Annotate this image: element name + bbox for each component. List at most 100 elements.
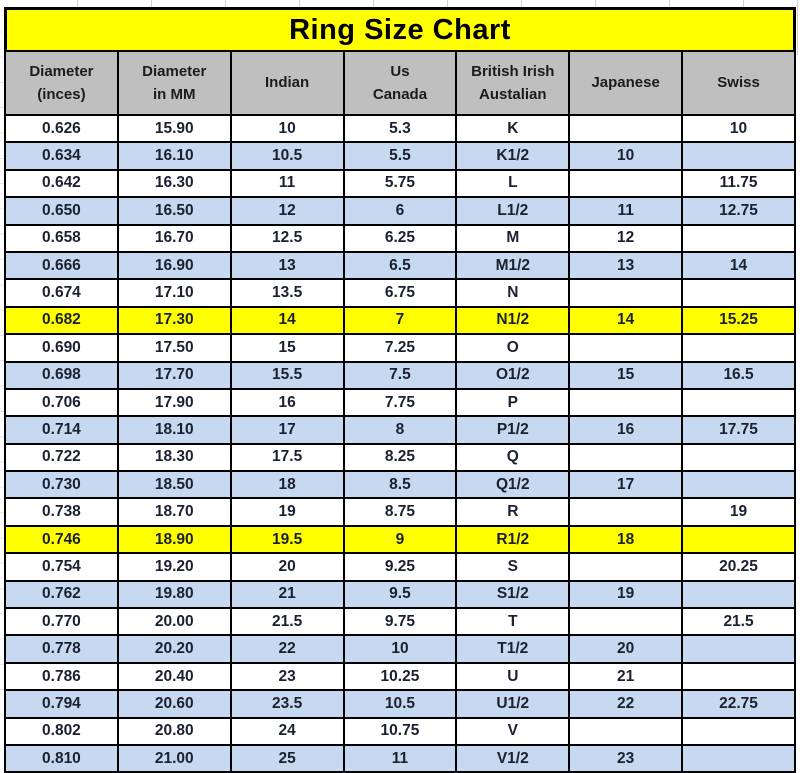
table-cell: 17.70 (116, 360, 232, 390)
table-cell: 10.5 (229, 141, 345, 171)
table-cell: K1/2 (455, 141, 571, 171)
table-cell: 6.5 (342, 250, 458, 281)
table-cell: 18.70 (116, 497, 232, 527)
table-cell: 10 (342, 634, 458, 664)
table-cell: 5.3 (342, 113, 458, 144)
table-row: 0.634 16.10 10.5 5.5 K1/2 10 (4, 141, 796, 171)
table-cell (681, 141, 796, 171)
table-cell: 19.80 (116, 579, 232, 610)
table-cell: 17.5 (229, 442, 345, 473)
table-cell: 20 (568, 634, 684, 664)
table-cell: K (455, 113, 571, 144)
table-cell: Q1/2 (455, 470, 571, 500)
table-cell (568, 497, 684, 527)
table-row: 0.690 17.50 15 7.25 O (4, 333, 796, 363)
table-cell: 20.80 (116, 716, 232, 746)
table-cell: 0.810 (4, 743, 119, 773)
table-cell: 11.75 (681, 168, 796, 199)
table-row: 0.706 17.90 16 7.75 P (4, 387, 796, 418)
table-cell: 8 (342, 415, 458, 445)
table-cell: V1/2 (455, 743, 571, 773)
table-cell (568, 333, 684, 363)
table-cell: 16.5 (681, 360, 796, 390)
table-cell: R1/2 (455, 524, 571, 555)
table-cell: 18.10 (116, 415, 232, 445)
table-cell: 0.762 (4, 579, 119, 610)
table-cell: L1/2 (455, 196, 571, 226)
table-cell: M1/2 (455, 250, 571, 281)
header-row: Diameter (inces) Diameter in MM Indian Us C… (4, 50, 796, 116)
table-cell: 21.00 (116, 743, 232, 773)
table-body: 0.626 15.90 10 5.3 K 10 0.634 16.10 10.5 5.5 K1/2 1… (4, 113, 796, 773)
spreadsheet-right-gridline (797, 0, 798, 55)
table-cell: 10 (681, 113, 796, 144)
table-cell: R (455, 497, 571, 527)
table-cell: 9 (342, 524, 458, 555)
table-cell: 21 (229, 579, 345, 610)
chart-title: Ring Size Chart (4, 7, 796, 50)
table-row: 0.682 17.30 14 7 N1/2 14 15.25 (4, 305, 796, 336)
table-cell: 17.75 (681, 415, 796, 445)
table-row: 0.698 17.70 15.5 7.5 O1/2 15 16.5 (4, 360, 796, 390)
table-cell: 0.730 (4, 470, 119, 500)
table-cell: 17.30 (116, 305, 232, 336)
table-cell: O1/2 (455, 360, 571, 390)
table-row: 0.666 16.90 13 6.5 M1/2 13 14 (4, 250, 796, 281)
table-cell (681, 442, 796, 473)
table-cell: 0.786 (4, 661, 119, 692)
table-cell: 7.25 (342, 333, 458, 363)
table-cell: 20.25 (681, 552, 796, 582)
table-cell: 10.75 (342, 716, 458, 746)
table-cell: U (455, 661, 571, 692)
table-cell (568, 607, 684, 637)
table-cell: 8.25 (342, 442, 458, 473)
table-row: 0.642 16.30 11 5.75 L 11.75 (4, 168, 796, 199)
table-cell: 0.666 (4, 250, 119, 281)
table-row: 0.786 20.40 23 10.25 U 21 (4, 661, 796, 692)
table-cell: 21.5 (229, 607, 345, 637)
table-cell (568, 387, 684, 418)
table-cell: 12 (229, 196, 345, 226)
table-cell (681, 387, 796, 418)
table-cell: 16.50 (116, 196, 232, 226)
table-cell: P1/2 (455, 415, 571, 445)
table-row: 0.778 20.20 22 10 T1/2 20 (4, 634, 796, 664)
table-cell: 20.20 (116, 634, 232, 664)
table-cell: 0.706 (4, 387, 119, 418)
table-cell (681, 470, 796, 500)
table-cell: 18 (229, 470, 345, 500)
table-cell: 9.75 (342, 607, 458, 637)
table-row: 0.810 21.00 25 11 V1/2 23 (4, 743, 796, 773)
table-cell (568, 442, 684, 473)
table-cell: 16.10 (116, 141, 232, 171)
ring-size-table: Diameter (inces) Diameter in MM Indian Us C… (4, 50, 796, 773)
table-cell: 9.25 (342, 552, 458, 582)
ring-size-chart: Ring Size Chart Diameter (inces) Diameter… (4, 7, 796, 773)
table-cell: 10.5 (342, 689, 458, 719)
table-cell (681, 524, 796, 555)
table-cell: 15.90 (116, 113, 232, 144)
table-cell: 10 (229, 113, 345, 144)
column-header: Japanese (568, 50, 684, 116)
table-cell: 0.770 (4, 607, 119, 637)
table-cell: 17 (568, 470, 684, 500)
table-cell: 23 (568, 743, 684, 773)
table-cell: P (455, 387, 571, 418)
table-row: 0.626 15.90 10 5.3 K 10 (4, 113, 796, 144)
table-row: 0.730 18.50 18 8.5 Q1/2 17 (4, 470, 796, 500)
table-cell: L (455, 168, 571, 199)
table-cell: 16.70 (116, 223, 232, 253)
table-cell: 0.802 (4, 716, 119, 746)
table-cell: 13 (568, 250, 684, 281)
table-cell: 12.5 (229, 223, 345, 253)
table-cell: 0.722 (4, 442, 119, 473)
table-cell: 25 (229, 743, 345, 773)
table-row: 0.674 17.10 13.5 6.75 N (4, 278, 796, 308)
table-cell: 16.30 (116, 168, 232, 199)
table-cell: 20.40 (116, 661, 232, 692)
table-cell (568, 168, 684, 199)
column-header: Us Canada (342, 50, 458, 116)
table-cell: 14 (229, 305, 345, 336)
table-cell: 18 (568, 524, 684, 555)
table-cell: O (455, 333, 571, 363)
